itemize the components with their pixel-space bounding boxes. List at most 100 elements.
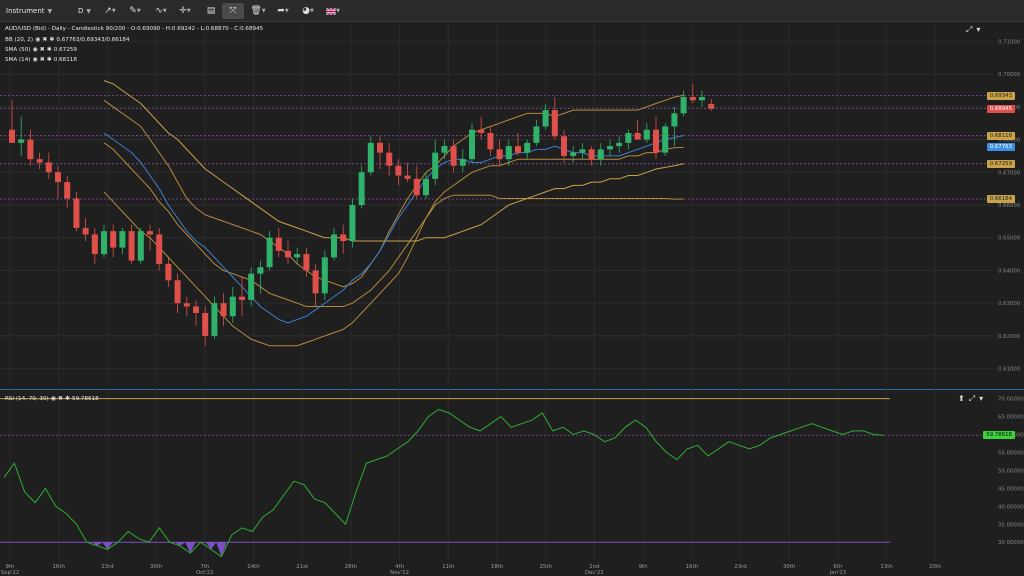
rsi-value: 59.78618 [72, 395, 99, 402]
candle [119, 231, 126, 248]
flag-uk-icon[interactable]: ▼ [322, 3, 344, 19]
rsi-label: RSI (14, 70, 30) [5, 395, 49, 402]
candle [423, 178, 429, 196]
candle [202, 313, 209, 336]
candle [404, 175, 411, 179]
menu-icon[interactable]: ▾ [976, 25, 981, 34]
candle [9, 129, 15, 143]
theme-icon[interactable]: ◕ ▼ [302, 6, 314, 16]
rsi-oversold-fill [205, 542, 217, 550]
menu-icon[interactable]: ▾ [979, 394, 984, 403]
candle [303, 254, 310, 271]
crosshair-icon[interactable]: ✛ ▼ [179, 6, 191, 16]
indicator-icon[interactable]: ∿ ▼ [155, 6, 167, 16]
candle [275, 237, 282, 251]
trash-icon[interactable]: 🗑 ▼ [250, 6, 266, 16]
candle [73, 198, 80, 228]
rsi-pane-controls: ⬆ ⤢ ▾ [958, 394, 983, 404]
candle [395, 165, 402, 176]
sma50-value: 0.67259 [53, 46, 77, 53]
candle [542, 110, 549, 127]
candle [229, 296, 236, 317]
rsi-axis-label: 65.00000 [998, 415, 1024, 421]
candle [331, 234, 337, 258]
close-icon[interactable]: ✖ [42, 36, 48, 43]
date-axis-label: 25th [540, 564, 552, 570]
date-axis-label: 6th [833, 564, 842, 570]
gear-icon[interactable]: ✱ [46, 56, 52, 63]
rsi-oversold-fill [92, 542, 103, 546]
candle [478, 129, 485, 133]
gear-icon[interactable]: ✱ [64, 395, 71, 402]
legend-bb[interactable]: BB (20, 2) ◉ ✖ ✱ 0.67763/0.69343/0.66184 [5, 36, 130, 43]
candle [257, 267, 264, 274]
candle [128, 231, 135, 261]
eye-icon[interactable]: ◉ [50, 395, 56, 402]
candle [469, 129, 475, 160]
expand-icon[interactable]: ⤢ [968, 394, 976, 403]
candle [358, 172, 365, 205]
candle [524, 142, 531, 153]
legend-sma14[interactable]: SMA (14) ◉ ✖ ✱ 0.68118 [5, 56, 77, 63]
candle [165, 263, 172, 281]
price-tag: 0.68945 [986, 104, 1015, 113]
date-axis-label: 9th [6, 564, 15, 570]
candle [239, 296, 245, 300]
close-icon[interactable]: ✖ [39, 56, 45, 63]
candle [671, 113, 678, 127]
candle [597, 149, 604, 160]
line-tool-icon[interactable]: ↗ ▼ [104, 6, 116, 16]
eye-icon[interactable]: ◉ [32, 46, 38, 53]
candle [662, 126, 669, 153]
candle [174, 280, 181, 304]
candle [18, 139, 25, 143]
move-up-icon[interactable]: ⬆ [958, 394, 965, 403]
timeframe-selector[interactable]: D ▼ [78, 3, 91, 19]
date-axis-label: 18th [491, 564, 503, 570]
candle [211, 303, 218, 336]
candle [625, 133, 632, 143]
price-tag: 0.66184 [986, 194, 1015, 203]
candle [386, 152, 393, 166]
date-axis-month: Sep'22 [1, 570, 20, 576]
candle [147, 231, 153, 235]
gear-icon[interactable]: ✱ [49, 36, 55, 43]
candle [64, 182, 71, 199]
date-axis-label: 13th [880, 564, 892, 570]
legend-rsi[interactable]: RSI (14, 70, 30) ◉ ✖ ✱ 59.78618 [5, 395, 99, 402]
eye-icon[interactable]: ◉ [32, 56, 38, 63]
candle [321, 257, 328, 294]
rsi-axis-label: 35.00000 [998, 522, 1024, 528]
gear-icon[interactable]: ✱ [46, 46, 52, 53]
close-icon[interactable]: ✖ [39, 46, 45, 53]
rsi-axis-label: 40.00000 [998, 504, 1024, 510]
candle [183, 303, 190, 307]
candle [101, 231, 107, 255]
price-axis-label: 0.70000 [998, 72, 1021, 78]
price-tag: 0.67259 [986, 159, 1015, 168]
bb-upper-line [103, 94, 684, 288]
layout-icon[interactable]: ▤ [206, 6, 216, 16]
candle [616, 142, 623, 147]
pencil-icon[interactable]: ✎ ▼ [129, 6, 141, 16]
date-axis-label: 30th [783, 564, 795, 570]
date-axis-label: 20th [929, 564, 941, 570]
share-icon[interactable]: ➦ ▼ [277, 6, 289, 16]
eye-icon[interactable]: ◉ [35, 36, 41, 43]
candle [607, 146, 613, 150]
date-axis-label: 4th [395, 564, 404, 570]
price-chart[interactable]: 0.710000.700000.690000.680000.670000.660… [0, 23, 1024, 576]
chevron-down-icon: ▼ [47, 7, 53, 15]
fullscreen-icon[interactable]: ⤧ [222, 3, 244, 19]
legend-sma50[interactable]: SMA (50) ◉ ✖ ✱ 0.67259 [5, 46, 77, 53]
rsi-oversold-fill [185, 542, 196, 553]
date-axis-month: Oct'22 [196, 570, 214, 576]
sma14-value: 0.68118 [53, 56, 77, 63]
instrument-label: Instrument [6, 7, 45, 15]
close-icon[interactable]: ✖ [57, 395, 63, 402]
expand-icon[interactable]: ⤢ [966, 25, 973, 34]
instrument-selector[interactable]: Instrument ▼ [6, 3, 52, 19]
sma14-label: SMA (14) [5, 56, 31, 63]
candle [450, 146, 457, 166]
price-axis-label: 0.63000 [998, 301, 1021, 307]
